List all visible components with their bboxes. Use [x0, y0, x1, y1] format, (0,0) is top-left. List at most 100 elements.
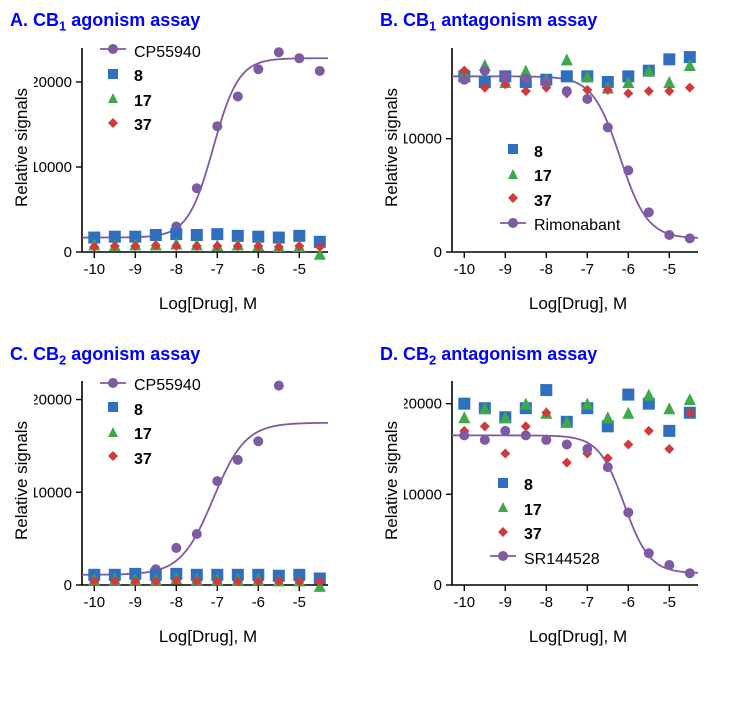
legend-item-compound8: 8	[100, 398, 201, 423]
svg-text:-8: -8	[540, 261, 553, 278]
svg-text:10000: 10000	[34, 159, 72, 176]
legend-label: 8	[524, 475, 533, 497]
svg-text:-6: -6	[622, 261, 635, 278]
panel-title: A. CB1 agonism assay	[10, 10, 370, 34]
y-axis-label: Relative signals	[380, 42, 404, 252]
svg-text:0: 0	[64, 577, 72, 594]
legend-label: CP55940	[134, 375, 201, 397]
title-suffix: agonism assay	[66, 344, 200, 364]
legend-item-compound37: 37	[490, 523, 600, 548]
legend-marker-icon	[100, 40, 126, 65]
x-axis-label: Log[Drug], M	[404, 294, 728, 314]
panel-title: D. CB2 antagonism assay	[380, 344, 740, 368]
svg-text:-6: -6	[252, 594, 265, 611]
legend-item-compound17: 17	[490, 498, 600, 523]
svg-text:0: 0	[64, 244, 72, 261]
svg-text:-5: -5	[293, 261, 306, 278]
svg-text:20000: 20000	[34, 74, 72, 91]
legend-item-sr144528: SR144528	[490, 547, 600, 572]
legend-marker-icon	[490, 498, 516, 523]
title-suffix: antagonism assay	[436, 10, 597, 30]
legend-label: 17	[534, 166, 552, 188]
svg-text:10000: 10000	[34, 484, 72, 501]
title-prefix: C. CB	[10, 344, 59, 364]
svg-text:-10: -10	[453, 261, 475, 278]
legend-label: 37	[524, 524, 542, 546]
svg-text:-6: -6	[622, 594, 635, 611]
legend-label: 8	[134, 400, 143, 422]
legend: CP55940 817 37	[100, 374, 201, 472]
legend-marker-icon	[500, 189, 526, 214]
svg-text:10000: 10000	[404, 130, 442, 147]
legend-item-compound37: 37	[100, 114, 201, 139]
panel-C: C. CB2 agonism assay Relative signals -10 -…	[10, 344, 370, 648]
svg-text:-7: -7	[581, 594, 594, 611]
svg-text:-9: -9	[499, 261, 512, 278]
legend-marker-icon	[500, 140, 526, 165]
title-suffix: antagonism assay	[436, 344, 597, 364]
legend-marker-icon	[500, 214, 526, 239]
svg-text:10000: 10000	[404, 487, 442, 504]
svg-text:-5: -5	[663, 594, 676, 611]
svg-text:-7: -7	[211, 594, 224, 611]
svg-text:-5: -5	[663, 261, 676, 278]
title-prefix: A. CB	[10, 10, 59, 30]
legend-marker-icon	[500, 165, 526, 190]
legend-label: CP55940	[134, 42, 201, 64]
legend: 8 1737 SR144528	[490, 474, 600, 572]
figure-grid: A. CB1 agonism assay Relative signals -10 -…	[10, 10, 740, 647]
y-axis-label: Relative signals	[380, 375, 404, 585]
y-axis-label: Relative signals	[10, 375, 34, 585]
svg-text:-10: -10	[83, 594, 105, 611]
legend-item-compound17: 17	[100, 423, 201, 448]
legend-label: 8	[534, 142, 543, 164]
svg-text:-8: -8	[170, 261, 183, 278]
svg-text:-6: -6	[252, 261, 265, 278]
panel-B: B. CB1 antagonism assayRelative signals-…	[380, 10, 740, 314]
legend-marker-icon	[100, 89, 126, 114]
y-axis-label: Relative signals	[10, 42, 34, 252]
legend: CP559408 1737	[100, 40, 201, 138]
legend-marker-icon	[100, 374, 126, 399]
x-axis-label: Log[Drug], M	[34, 294, 358, 314]
svg-text:20000: 20000	[34, 392, 72, 409]
title-prefix: D. CB	[380, 344, 429, 364]
legend-item-compound37: 37	[500, 189, 620, 214]
svg-text:-8: -8	[170, 594, 183, 611]
legend-marker-icon	[490, 523, 516, 548]
svg-text:0: 0	[434, 577, 442, 594]
svg-text:0: 0	[434, 244, 442, 261]
legend-label: 37	[134, 449, 152, 471]
legend-item-compound17: 17	[500, 165, 620, 190]
svg-text:-10: -10	[453, 594, 475, 611]
legend-marker-icon	[100, 65, 126, 90]
x-axis-label: Log[Drug], M	[404, 627, 728, 647]
legend-label: 37	[134, 115, 152, 137]
legend-marker-icon	[100, 423, 126, 448]
panel-title: C. CB2 agonism assay	[10, 344, 370, 368]
legend-label: 17	[524, 500, 542, 522]
legend-marker-icon	[490, 474, 516, 499]
legend-label: 8	[134, 66, 143, 88]
svg-text:-7: -7	[581, 261, 594, 278]
title-suffix: agonism assay	[66, 10, 200, 30]
legend-marker-icon	[100, 398, 126, 423]
legend-item-compound37: 37	[100, 447, 201, 472]
legend-marker-icon	[100, 114, 126, 139]
svg-text:20000: 20000	[404, 396, 442, 413]
svg-text:-7: -7	[211, 261, 224, 278]
legend-label: 37	[534, 191, 552, 213]
svg-text:-9: -9	[499, 594, 512, 611]
legend-label: 17	[134, 91, 152, 113]
svg-text:-8: -8	[540, 594, 553, 611]
legend-item-compound8: 8	[100, 65, 201, 90]
legend-item-compound17: 17	[100, 89, 201, 114]
title-prefix: B. CB	[380, 10, 429, 30]
legend-label: SR144528	[524, 549, 600, 571]
legend-item-cp55940: CP55940	[100, 374, 201, 399]
legend-item-cp55940: CP55940	[100, 40, 201, 65]
svg-text:-5: -5	[293, 594, 306, 611]
panel-D: D. CB2 antagonism assay Relative signals -…	[380, 344, 740, 648]
legend-label: 17	[134, 424, 152, 446]
legend-label: Rimonabant	[534, 215, 620, 237]
